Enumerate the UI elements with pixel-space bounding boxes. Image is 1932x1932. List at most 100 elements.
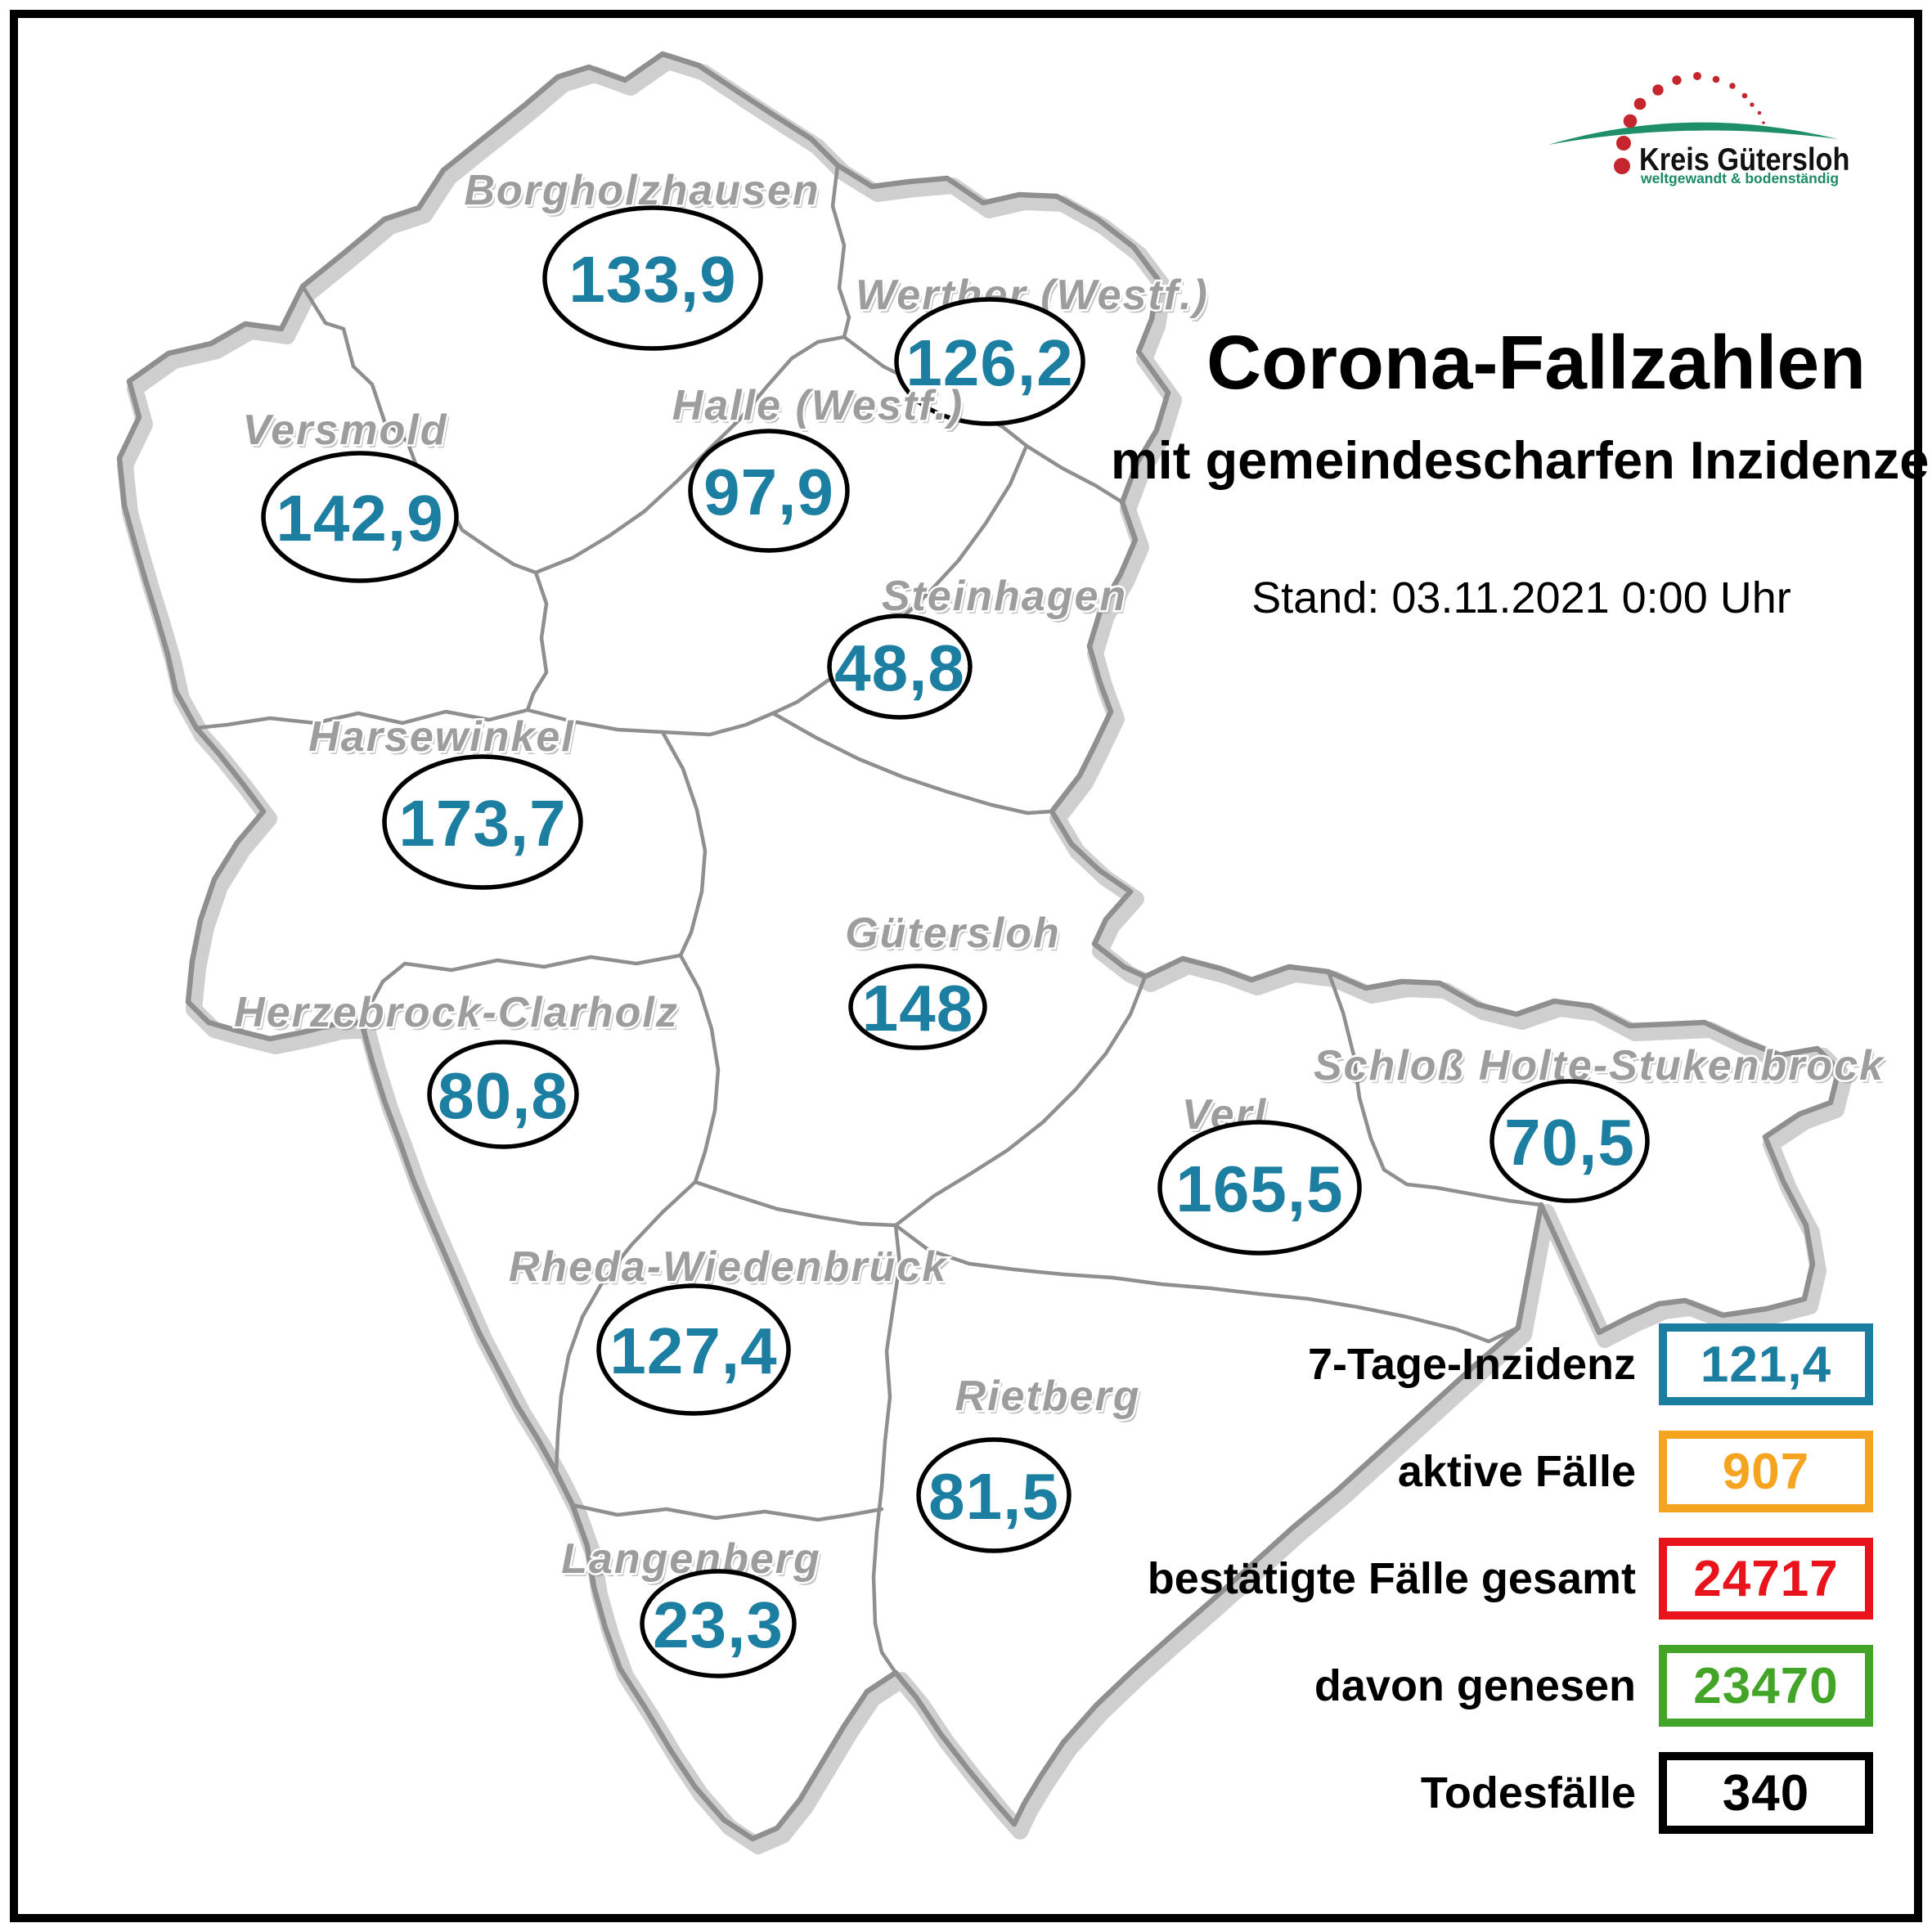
boundary-harsewinkel-herzebrock	[359, 953, 683, 1023]
status-timestamp: Stand: 03.11.2021 0:00 Uhr	[1251, 573, 1791, 622]
incidence-ellipse	[1489, 1079, 1650, 1203]
legend-value: 340	[1722, 1764, 1810, 1822]
incidence-value: 173,7	[398, 787, 566, 860]
logo-dot	[1693, 72, 1701, 80]
boundary-rheda-langenberg	[570, 1503, 884, 1522]
boundary-borgholzhausen-werther	[830, 163, 851, 339]
incidence-value: 142,9	[276, 482, 443, 555]
incidence-value: 70,5	[1504, 1106, 1635, 1179]
swoosh-shape	[1548, 122, 1838, 145]
legend-row-0: 7-Tage-Inzidenz 121,4	[0, 1323, 1932, 1405]
municipality-label: Rheda-Wiedenbrück	[509, 1243, 948, 1291]
municipality-label: Harsewinkel	[308, 713, 575, 761]
legend-value: 23470	[1693, 1657, 1839, 1714]
page-subtitle: mit gemeindescharfen Inzidenzen	[1110, 430, 1932, 490]
boundary-harsewinkel-guetersloh	[660, 730, 708, 958]
municipality-label: Werther (Westf.)	[856, 272, 1209, 319]
municipality-label: Steinhagen	[882, 573, 1127, 620]
boundary-guetersloh-verl	[893, 974, 1148, 1228]
legend-value-box: 121,4	[1659, 1323, 1873, 1405]
boundary-steinhagen-guetersloh	[771, 711, 1054, 815]
legend-value: 24717	[1693, 1550, 1839, 1607]
legend-label: davon genesen	[1314, 1661, 1636, 1710]
municipality-label: Versmold	[242, 407, 447, 454]
logo-dot	[1750, 102, 1755, 107]
incidence-ellipse	[827, 613, 973, 720]
boundary-halle-steinhagen	[771, 443, 1029, 716]
logo-dot	[1712, 75, 1720, 83]
legend-value-box: 23470	[1659, 1645, 1873, 1727]
logo-dot	[1672, 75, 1682, 85]
municipality-label-shadow: Steinhagen	[884, 576, 1130, 623]
incidence-ellipse	[688, 429, 850, 553]
logo-tagline: weltgewandt & bodenständig	[1641, 170, 1840, 186]
municipal-boundaries	[194, 163, 1543, 1675]
logo-dot	[1741, 92, 1748, 99]
municipality-label: Rietberg	[955, 1373, 1141, 1420]
municipality-label-shadow: Gütersloh	[847, 913, 1063, 960]
incidence-value: 148	[862, 972, 973, 1045]
district-outer-boundary	[116, 51, 1842, 1842]
legend-label: aktive Fälle	[1397, 1447, 1636, 1496]
logo-dot	[1614, 158, 1630, 174]
image-frame-border	[10, 10, 1922, 1922]
logo-dot	[1616, 136, 1631, 151]
incidence-value: 165,5	[1175, 1152, 1343, 1225]
municipality-layer: VersmoldVersmold142,9BorgholzhausenBorgh…	[232, 165, 1886, 1678]
municipality-werther-westf: Werther (Westf.)Werther (Westf.)126,2	[854, 270, 1210, 426]
municipality-halle-westf: Halle (Westf.)Halle (Westf.)97,9	[670, 380, 966, 553]
boundary-verl-rietberg	[893, 1223, 1521, 1344]
logo-dot	[1623, 114, 1638, 128]
incidence-ellipse	[848, 964, 987, 1050]
municipality-label-shadow: Halle (Westf.)	[675, 385, 966, 433]
incidence-ellipse	[894, 297, 1085, 426]
legend-row-2: bestätigte Fälle gesamt 24717	[0, 1538, 1932, 1620]
incidence-ellipse	[382, 754, 583, 890]
boundary-guetersloh-herzebrock	[678, 953, 721, 1184]
boundary-versmold-borgholzhausen	[300, 284, 538, 575]
logo-dot	[1652, 84, 1664, 96]
legend-value-box: 340	[1659, 1752, 1873, 1834]
incidence-value: 97,9	[703, 456, 834, 528]
municipality-label-shadow: Rheda-Wiedenbrück	[511, 1247, 950, 1294]
municipality-label: Halle (Westf.)	[672, 382, 964, 429]
incidence-ellipse	[596, 1283, 791, 1416]
page-title: Corona-Fallzahlen	[1206, 320, 1867, 405]
legend-label: Todesfälle	[1420, 1768, 1636, 1817]
legend-row-3: davon genesen 23470	[0, 1645, 1932, 1727]
logo-name: Kreis Gütersloh	[1639, 142, 1850, 177]
municipality-herzebrock-clarholz: Herzebrock-ClarholzHerzebrock-Clarholz80…	[232, 987, 681, 1149]
municipality-label-shadow: Versmold	[245, 410, 450, 457]
incidence-value: 127,4	[609, 1314, 777, 1387]
incidence-value: 23,3	[653, 1588, 784, 1661]
municipality-label-shadow: Rietberg	[958, 1376, 1143, 1423]
legend-value-box: 24717	[1659, 1538, 1873, 1620]
legend-label: 7-Tage-Inzidenz	[1307, 1340, 1636, 1389]
boundary-verl-schloss-holte	[1326, 969, 1543, 1207]
incidence-ellipse	[1157, 1120, 1362, 1256]
municipality-label-shadow: Harsewinkel	[311, 717, 577, 764]
legend-row-1: aktive Fälle 907	[0, 1431, 1932, 1512]
legend-row-4: Todesfälle 340	[0, 1752, 1932, 1834]
municipality-label: Schloß Holte-Stukenbrock	[1314, 1042, 1885, 1090]
incidence-ellipse	[427, 1040, 579, 1149]
logo-dot	[1762, 121, 1765, 124]
legend-label: bestätigte Fälle gesamt	[1147, 1554, 1636, 1603]
incidence-value: 133,9	[568, 243, 736, 316]
incidence-value: 48,8	[834, 631, 965, 704]
boundary-versmold-halle	[525, 570, 549, 712]
municipality-label-shadow: Herzebrock-Clarholz	[236, 992, 681, 1040]
logo-dot	[1633, 97, 1647, 110]
boundary-versmold-harsewinkel	[194, 708, 530, 730]
boundary-borgholzhausen-halle	[533, 335, 847, 575]
boundary-rheda-rietberg-langenberg	[871, 1223, 902, 1675]
